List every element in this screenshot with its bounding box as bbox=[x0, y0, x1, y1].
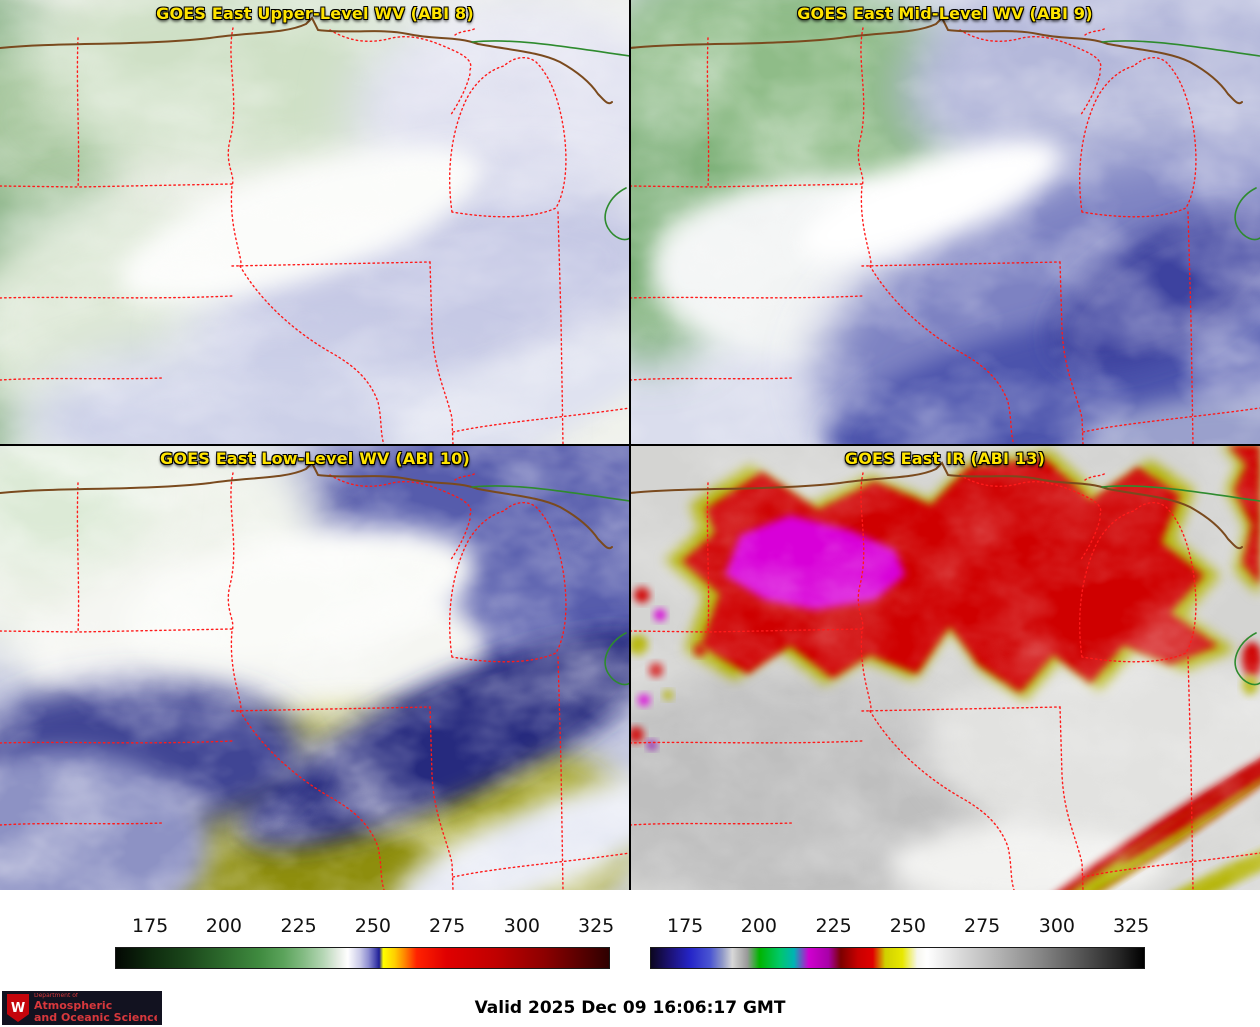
colorbar-tick: 300 bbox=[1038, 915, 1076, 937]
colorbar-tick: 200 bbox=[205, 915, 243, 937]
logo-line2: and Oceanic Sciences bbox=[34, 1010, 157, 1024]
satellite-image-abi9 bbox=[630, 0, 1260, 445]
panel-title-abi10: GOES East Low-Level WV (ABI 10) bbox=[159, 449, 470, 468]
panel-title-abi9: GOES East Mid-Level WV (ABI 9) bbox=[797, 4, 1093, 23]
satellite-image-abi13 bbox=[630, 445, 1260, 890]
valid-time-label: Valid 2025 Dec 09 16:06:17 GMT bbox=[474, 998, 786, 1018]
colorbar-wv-gradient bbox=[115, 947, 610, 969]
colorbar-tick: 275 bbox=[964, 915, 1001, 937]
footer: 175 200 225 250 275 300 325 175 200 225 … bbox=[0, 890, 1260, 1027]
logo-line1: Atmospheric bbox=[34, 999, 113, 1013]
panel-title-abi8: GOES East Upper-Level WV (ABI 8) bbox=[156, 4, 474, 23]
colorbar-tick: 250 bbox=[354, 915, 392, 937]
colorbar-wv-ticks: 175 200 225 250 275 300 325 bbox=[115, 914, 614, 942]
logo-dept-line: Department of bbox=[34, 992, 78, 999]
panel-low-level-wv: GOES East Low-Level WV (ABI 10) bbox=[0, 445, 630, 890]
colorbar-tick: 300 bbox=[503, 915, 541, 937]
colorbar-tick: 175 bbox=[667, 915, 704, 937]
colorbar-ir-gradient bbox=[650, 947, 1145, 969]
colorbar-ir-ticks: 175 200 225 250 275 300 325 bbox=[650, 914, 1149, 942]
colorbar-water-vapor: 175 200 225 250 275 300 325 bbox=[115, 914, 614, 972]
colorbar-tick: 250 bbox=[889, 915, 927, 937]
colorbar-infrared: 175 200 225 250 275 300 325 bbox=[650, 914, 1149, 972]
panel-ir: GOES East IR (ABI 13) bbox=[630, 445, 1260, 890]
satellite-image-abi10 bbox=[0, 445, 630, 890]
panel-mid-level-wv: GOES East Mid-Level WV (ABI 9) bbox=[630, 0, 1260, 445]
uw-crest-icon: W bbox=[7, 994, 29, 1022]
satellite-image-abi8 bbox=[0, 0, 630, 445]
colorbar-tick: 325 bbox=[577, 915, 615, 937]
uw-aos-logo: W Department of Atmospheric and Oceanic … bbox=[2, 991, 162, 1025]
colorbar-tick: 175 bbox=[132, 915, 169, 937]
panel-title-abi13: GOES East IR (ABI 13) bbox=[844, 449, 1046, 468]
satellite-quad-grid: GOES East Upper-Level WV (ABI 8) GOES Ea… bbox=[0, 0, 1260, 890]
colorbar-tick: 225 bbox=[280, 915, 317, 937]
colorbar-tick: 275 bbox=[429, 915, 466, 937]
panel-divider-horizontal bbox=[0, 444, 1260, 446]
panel-upper-level-wv: GOES East Upper-Level WV (ABI 8) bbox=[0, 0, 630, 445]
colorbar-tick: 225 bbox=[815, 915, 852, 937]
colorbar-tick: 325 bbox=[1112, 915, 1150, 937]
crest-letter: W bbox=[10, 1000, 26, 1016]
colorbar-tick: 200 bbox=[740, 915, 778, 937]
logo-text: Department of Atmospheric and Oceanic Sc… bbox=[34, 993, 157, 1023]
